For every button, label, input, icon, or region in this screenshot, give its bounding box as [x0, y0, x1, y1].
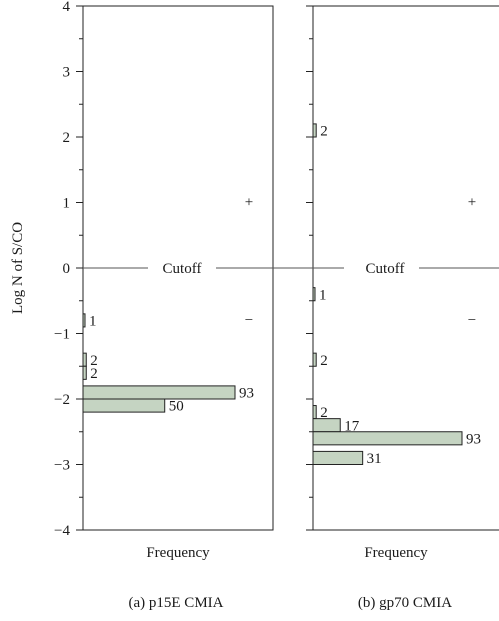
bar-count-label: 2 — [320, 353, 328, 369]
bar — [312, 431, 463, 446]
bar — [82, 398, 166, 413]
y-tick-label: 4 — [63, 0, 71, 15]
y-tick-label: 3 — [63, 65, 71, 81]
cutoff-label: Cutoff — [366, 261, 405, 277]
bar-count-label: 1 — [319, 287, 327, 303]
y-tick-label: −4 — [54, 523, 70, 539]
y-tick-label: −2 — [54, 392, 70, 408]
y-axis-label: Log N of S/CO — [10, 222, 26, 314]
bar — [312, 418, 341, 433]
bar-count-label: 2 — [320, 405, 328, 421]
bar-count-label: 93 — [239, 386, 254, 402]
minus-region-label: − — [245, 312, 253, 328]
bar-count-label: 2 — [90, 353, 98, 369]
bar — [312, 352, 317, 367]
bar — [82, 385, 236, 400]
bar-count-label: 50 — [169, 399, 184, 415]
panel-caption: (b) gp70 CMIA — [358, 595, 452, 611]
bar-count-label: 2 — [320, 124, 328, 140]
bar — [82, 313, 86, 328]
bar-count-label: 17 — [344, 418, 360, 434]
bar — [312, 123, 317, 138]
bar-count-label: 93 — [466, 431, 481, 447]
y-tick-label: 2 — [63, 130, 71, 146]
plus-region-label: + — [468, 195, 476, 211]
bar — [312, 405, 317, 420]
bar — [312, 287, 316, 302]
x-axis-label: Frequency — [364, 545, 428, 561]
bar — [82, 352, 87, 367]
panel-caption: (a) p15E CMIA — [129, 595, 224, 611]
cutoff-label: Cutoff — [163, 261, 202, 277]
y-tick-label: 0 — [63, 261, 71, 277]
bar — [312, 450, 364, 465]
x-axis-label: Frequency — [146, 545, 210, 561]
bar-count-label: 31 — [367, 451, 382, 467]
y-tick-label: 1 — [63, 196, 71, 212]
bar — [82, 365, 87, 380]
bar-count-label: 1 — [89, 313, 97, 329]
y-tick-label: −1 — [54, 327, 70, 343]
minus-region-label: − — [468, 312, 476, 328]
y-tick-label: −3 — [54, 458, 70, 474]
plus-region-label: + — [245, 195, 253, 211]
bar-count-label: 2 — [90, 366, 98, 382]
